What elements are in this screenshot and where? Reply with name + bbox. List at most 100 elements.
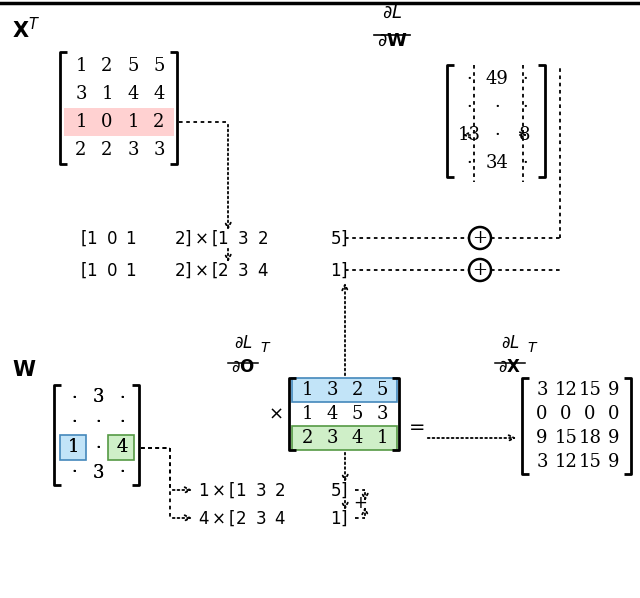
Text: ·: · [119, 389, 125, 407]
Text: 3: 3 [92, 389, 104, 407]
Text: +: + [472, 261, 488, 279]
Text: 1: 1 [301, 381, 313, 399]
Text: 2: 2 [154, 113, 164, 131]
Text: +: + [472, 229, 488, 247]
Text: $\partial L$: $\partial L$ [500, 335, 520, 352]
Text: 5: 5 [154, 57, 164, 75]
Text: $2]\times[1\;\;3\;\;2$: $2]\times[1\;\;3\;\;2$ [174, 228, 268, 248]
Text: ·: · [494, 126, 500, 144]
Text: 9: 9 [536, 429, 548, 447]
Text: 2: 2 [352, 381, 363, 399]
Text: 12: 12 [555, 453, 577, 471]
Text: ·: · [494, 98, 500, 116]
Text: 0: 0 [536, 405, 548, 423]
Text: $1]$: $1]$ [330, 260, 348, 280]
Text: ·: · [71, 413, 77, 432]
Text: 0: 0 [608, 405, 620, 423]
Text: 49: 49 [486, 70, 508, 88]
Text: ·: · [95, 438, 101, 456]
Text: 3: 3 [327, 429, 339, 447]
Text: ·: · [95, 413, 101, 432]
Text: 15: 15 [579, 453, 602, 471]
Text: ·: · [119, 413, 125, 432]
Text: 4: 4 [116, 438, 128, 456]
Text: 3: 3 [92, 463, 104, 481]
Text: $\times$: $\times$ [268, 405, 282, 423]
Text: 1: 1 [76, 113, 87, 131]
Text: $\partial L$: $\partial L$ [382, 4, 402, 22]
Text: 3: 3 [536, 453, 548, 471]
Text: 15: 15 [555, 429, 577, 447]
Text: 12: 12 [555, 381, 577, 399]
Text: 9: 9 [608, 381, 620, 399]
Text: ·: · [71, 413, 77, 432]
Text: 1: 1 [301, 405, 313, 423]
Text: 9: 9 [608, 429, 620, 447]
Text: ·: · [119, 463, 125, 481]
Text: $\mathbf{X}^T$: $\mathbf{X}^T$ [12, 17, 40, 42]
Text: 5: 5 [352, 405, 363, 423]
Text: 3: 3 [127, 141, 139, 159]
Bar [64, 108, 174, 136]
Text: 3: 3 [536, 381, 548, 399]
Text: $5]$: $5]$ [330, 480, 348, 500]
Text: 4: 4 [352, 429, 363, 447]
Text: $[1\;\;0\;\;1$: $[1\;\;0\;\;1$ [80, 260, 137, 280]
Text: ·: · [522, 154, 528, 172]
Text: 9: 9 [608, 453, 620, 471]
Text: ·: · [71, 463, 77, 481]
Text: 3: 3 [327, 381, 339, 399]
Text: 18: 18 [579, 429, 602, 447]
Text: $\partial L$: $\partial L$ [234, 335, 252, 352]
Text: ·: · [71, 463, 77, 481]
Text: 1: 1 [68, 438, 80, 456]
Text: 1: 1 [127, 113, 139, 131]
Text: 2: 2 [101, 57, 113, 75]
Text: 3: 3 [92, 389, 104, 407]
Text: $[1\;\;0\;\;1$: $[1\;\;0\;\;1$ [80, 228, 137, 248]
Text: 5: 5 [377, 381, 388, 399]
Text: 3: 3 [153, 141, 164, 159]
Text: $1]$: $1]$ [330, 508, 348, 528]
Text: ·: · [522, 98, 528, 116]
Text: 4: 4 [127, 85, 139, 103]
Text: ·: · [522, 70, 528, 88]
Text: ·: · [466, 98, 472, 116]
Text: 3: 3 [92, 463, 104, 481]
Text: 2: 2 [76, 141, 86, 159]
Text: 34: 34 [486, 154, 508, 172]
Text: $2]\times[2\;\;3\;\;4$: $2]\times[2\;\;3\;\;4$ [174, 260, 269, 280]
Text: $\partial \mathbf{O}$: $\partial \mathbf{O}$ [231, 359, 255, 376]
Bar [292, 426, 397, 450]
Text: 4: 4 [327, 405, 338, 423]
Text: ·: · [119, 413, 125, 432]
Text: ·: · [71, 389, 77, 407]
Bar [292, 378, 397, 402]
Text: 1: 1 [101, 85, 113, 103]
Text: 5: 5 [127, 57, 139, 75]
Text: $1\times[1\;\;3\;\;2$: $1\times[1\;\;3\;\;2$ [198, 480, 285, 500]
Text: $=$: $=$ [405, 417, 425, 435]
Text: $\partial \mathbf{X}$: $\partial \mathbf{X}$ [499, 359, 522, 376]
Text: ·: · [119, 389, 125, 407]
Text: 0: 0 [560, 405, 572, 423]
Text: 2: 2 [101, 141, 113, 159]
Text: 3: 3 [377, 405, 388, 423]
Text: $+$: $+$ [353, 496, 367, 512]
Text: $T$: $T$ [527, 341, 538, 355]
Text: 0: 0 [101, 113, 113, 131]
Text: $4\times[2\;\;3\;\;4$: $4\times[2\;\;3\;\;4$ [198, 508, 286, 528]
Text: ·: · [466, 154, 472, 172]
Text: 0: 0 [584, 405, 596, 423]
Text: 8: 8 [519, 126, 531, 144]
Text: 1: 1 [377, 429, 388, 447]
Text: ·: · [95, 438, 101, 456]
Text: 1: 1 [68, 438, 80, 456]
Text: ·: · [466, 70, 472, 88]
Text: 4: 4 [154, 85, 164, 103]
Bar [60, 435, 86, 460]
Text: $\mathbf{W}$: $\mathbf{W}$ [12, 360, 36, 380]
Text: ·: · [95, 413, 101, 432]
Text: 1: 1 [76, 57, 87, 75]
Text: $T$: $T$ [260, 341, 271, 355]
